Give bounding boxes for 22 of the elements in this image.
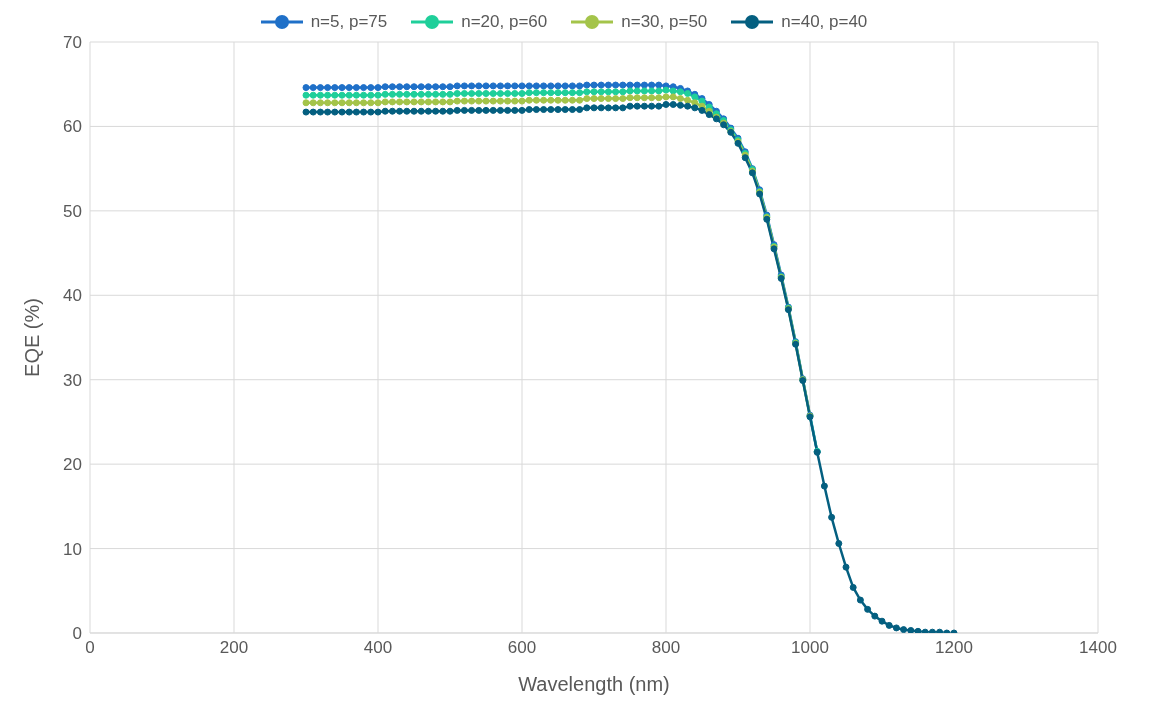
y-tick-label: 0 (72, 624, 82, 644)
legend-label: n=20, p=60 (461, 12, 548, 32)
x-tick-label: 1000 (791, 638, 829, 658)
x-axis-title: Wavelength (nm) (518, 673, 670, 695)
y-tick-label: 20 (63, 455, 82, 475)
y-tick-label: 60 (63, 117, 82, 137)
legend-label: n=30, p=50 (621, 12, 708, 32)
y-tick-label: 30 (63, 370, 82, 390)
x-tick-label: 0 (85, 638, 95, 658)
x-tick-label: 400 (363, 638, 393, 658)
y-tick-label: 40 (63, 286, 82, 306)
x-tick-label: 600 (507, 638, 537, 658)
x-tick-label: 200 (219, 638, 249, 658)
y-tick-label: 10 (63, 539, 82, 559)
x-tick-label: 1200 (935, 638, 973, 658)
x-tick-label: 1400 (1079, 638, 1117, 658)
legend-label: n=5, p=75 (310, 12, 388, 32)
x-tick-label: 800 (651, 638, 681, 658)
y-tick-label: 70 (63, 33, 82, 53)
y-axis-title: EQE (%) (21, 298, 44, 377)
y-tick-label: 50 (63, 201, 82, 221)
legend-label: n=40, p=40 (781, 12, 868, 32)
